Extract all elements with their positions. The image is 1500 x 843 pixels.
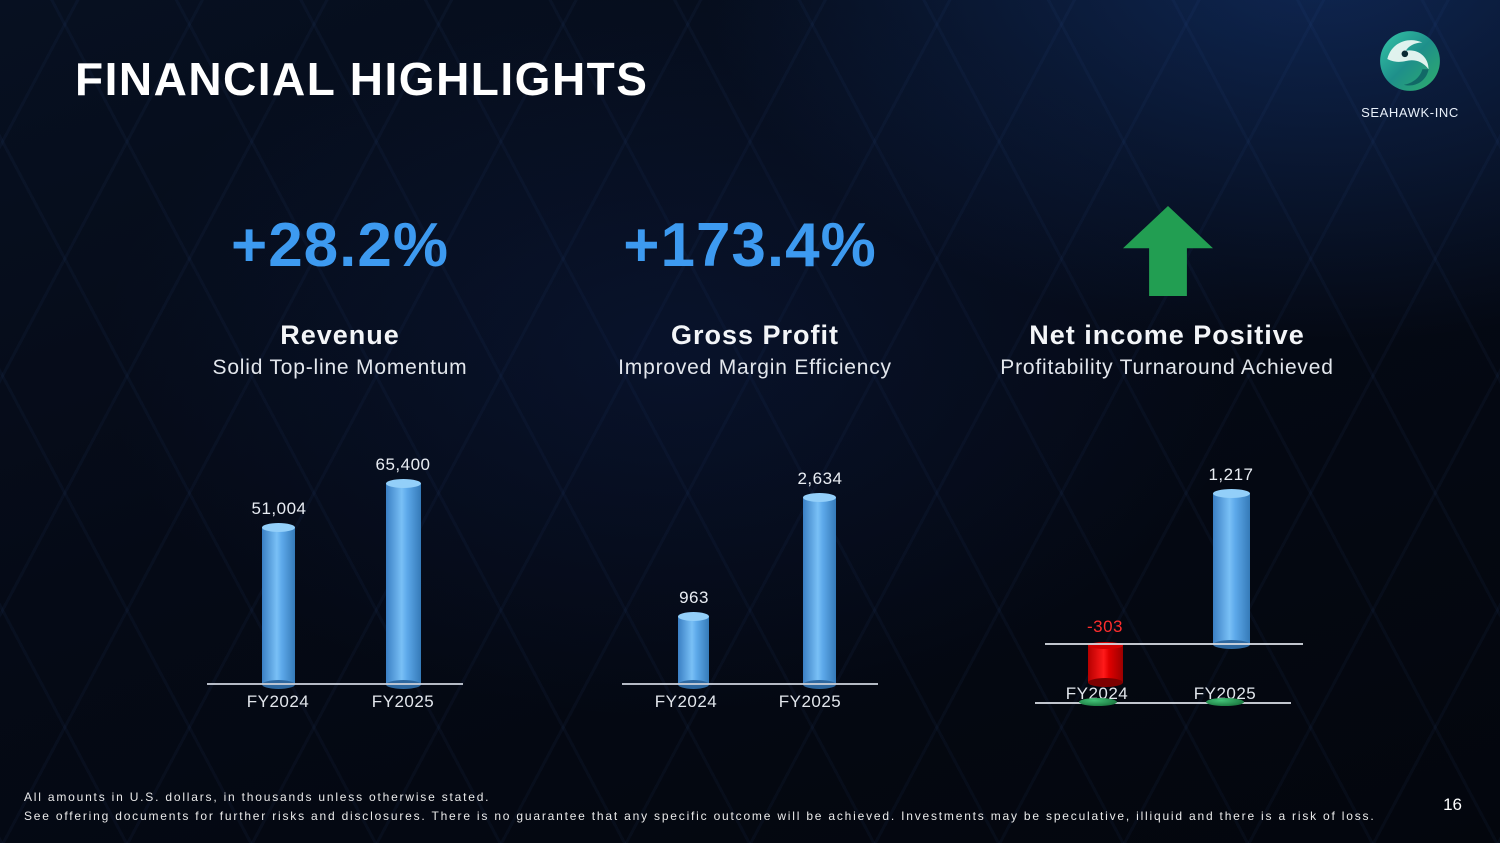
bar-fy2025 xyxy=(1213,489,1250,649)
revenue-chart: 51,004 65,400 FY2024 FY2025 xyxy=(205,440,465,711)
metric-subtitle-gross-profit: Improved Margin Efficiency xyxy=(618,356,892,379)
category-label-fy2024: FY2024 xyxy=(246,692,310,711)
bar-value-label: 51,004 xyxy=(251,499,307,518)
x-axis-line xyxy=(622,683,878,685)
category-label-fy2025: FY2025 xyxy=(371,692,435,711)
up-arrow-icon xyxy=(1123,206,1213,296)
bar-fy2024 xyxy=(262,523,295,689)
x-axis-line xyxy=(207,683,463,685)
metric-name-gross-profit: Gross Profit xyxy=(670,320,840,350)
page-title: FINANCIAL HIGHLIGHTS xyxy=(75,53,649,105)
bar-value-label: 1,217 xyxy=(1208,465,1254,484)
category-label-fy2024: FY2024 xyxy=(1065,684,1129,703)
bar-value-label: 2,634 xyxy=(797,469,843,488)
category-label-fy2024: FY2024 xyxy=(654,692,718,711)
bar-fy2024-negative xyxy=(1088,642,1123,687)
brand-name: SEAHAWK-INC xyxy=(1361,105,1459,120)
net-income-chart: -303 1,217 FY2024 FY2025 xyxy=(1035,440,1305,720)
zero-axis-line xyxy=(1045,643,1303,645)
base-ellipse-fy2024 xyxy=(1079,698,1117,706)
metric-value-gross-profit: +173.4% xyxy=(623,211,877,280)
base-ellipse-fy2025 xyxy=(1206,698,1244,706)
category-label-fy2025: FY2025 xyxy=(778,692,842,711)
metric-subtitle-net-income: Profitability Turnaround Achieved xyxy=(1000,356,1334,379)
category-label-fy2025: FY2025 xyxy=(1193,684,1257,703)
footnote-line-1: All amounts in U.S. dollars, in thousand… xyxy=(24,790,491,804)
metric-name-net-income: Net income Positive xyxy=(1029,320,1305,350)
bar-fy2025 xyxy=(386,479,421,689)
company-logo: SEAHAWK-INC xyxy=(1348,28,1472,120)
metric-name-revenue: Revenue xyxy=(280,320,400,350)
gross-profit-chart: 963 2,634 FY2024 FY2025 xyxy=(620,440,880,711)
bar-fy2025 xyxy=(803,493,836,689)
metric-subtitle-revenue: Solid Top-line Momentum xyxy=(212,356,468,379)
page-number: 16 xyxy=(1443,795,1462,814)
bar-value-label: 65,400 xyxy=(375,455,431,474)
bar-value-label: 963 xyxy=(679,588,709,607)
bar-value-label: -303 xyxy=(1086,617,1124,636)
seahawk-eagle-icon xyxy=(1380,31,1440,91)
footnote-line-2: See offering documents for further risks… xyxy=(24,809,1376,823)
metric-value-revenue: +28.2% xyxy=(230,211,449,280)
bar-fy2024 xyxy=(678,612,709,689)
base-axis-line xyxy=(1035,702,1291,704)
